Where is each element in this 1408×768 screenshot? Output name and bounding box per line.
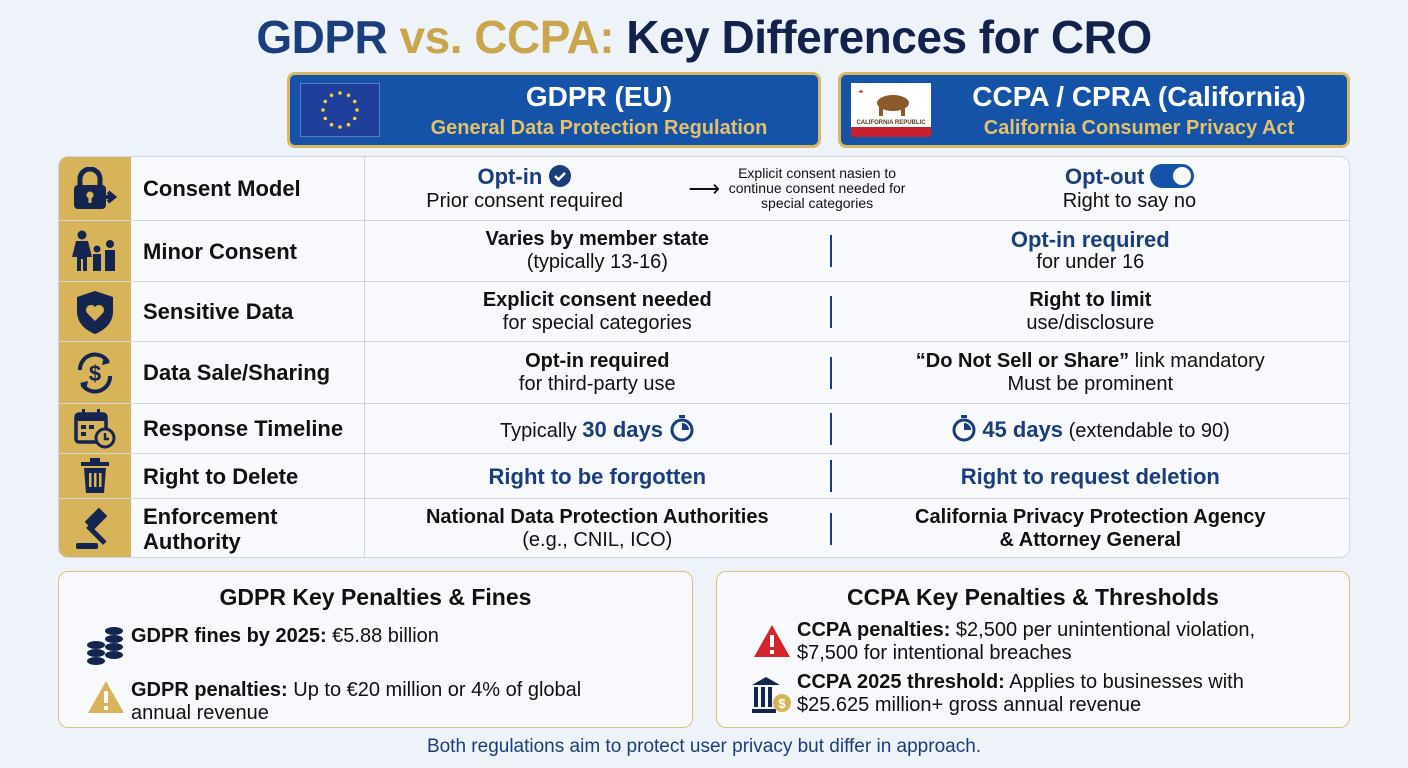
eu-star-icon [352,99,357,104]
eu-star-icon [321,108,325,112]
gdpr-enforcement-cell: National Data Protection Authorities (e.g… [425,506,769,551]
gdpr-timeline-cell: Typically 30 days [365,404,830,453]
table-row-data-sale: $ Data Sale/Sharing Opt-in required for t… [59,341,1349,403]
svg-text:$: $ [89,361,101,386]
column-divider [829,460,832,492]
column-divider [829,235,832,267]
eu-star-icon [323,116,328,121]
svg-text:$: $ [778,696,786,711]
column-divider [829,356,832,389]
gdpr-sensitive-cell: Explicit consent needed for special categ… [482,288,712,334]
table-row-minor-consent: Minor Consent Varies by member state (typ… [59,220,1349,281]
penalty-item: $ CCPA 2025 threshold: Applies to busine… [747,671,1317,717]
page-title: GDPR vs. CCPA: Key Differences for CRO [256,11,1152,63]
eu-flag-icon [300,83,380,137]
gavel-icon [59,499,131,557]
stopwatch-icon [670,415,694,442]
dollar-cycle-icon: $ [59,342,131,403]
ccpa-sale-cell: “Do Not Sell or Share” link mandatory Mus… [915,349,1265,395]
eu-star-icon [352,116,357,121]
table-row-response-timeline: Response Timeline Typically 30 days 45 d… [59,403,1349,453]
gdpr-minor-cell: Varies by member state (typically 13-16) [485,228,710,273]
column-divider [829,412,832,445]
ccpa-sensitive-cell: Right to limit use/disclosure [1026,288,1155,334]
eu-star-icon [355,108,359,112]
consent-note: Explicit consent nasien to continue cons… [728,165,906,211]
footer-note: Both regulations aim to protect user pri… [426,736,982,757]
comparison-table: Consent Model Opt-in Prior consent requi… [58,156,1350,558]
toggle-icon [1149,164,1194,188]
gdpr-header: GDPR (EU) General Data Protection Regulat… [287,72,821,148]
column-divider [829,513,832,545]
ccpa-minor-cell: Opt-in required for under 16 [1010,227,1170,273]
ccpa-timeline-cell: 45 days (extendable to 90) [832,404,1349,453]
coins-icon [81,625,131,665]
gdpr-delete-cell: Right to be forgotten [488,463,707,489]
penalty-item: GDPR fines by 2025: €5.88 billion [81,625,692,665]
eu-star-icon [346,122,351,127]
eu-star-icon [323,99,328,104]
penalty-item: GDPR penalties: Up to €20 million or 4% … [81,679,621,725]
gdpr-consent-cell: Opt-in Prior consent required [426,164,624,212]
table-row-right-to-delete: Right to Delete Right to be forgotten Ri… [59,453,1349,498]
eu-star-icon [329,93,334,98]
gdpr-sale-cell: Opt-in required for third-party use [518,349,676,395]
check-circle-icon [548,165,571,187]
eu-star-icon [329,122,334,127]
family-icon [59,221,131,281]
bank-dollar-icon: $ [747,675,797,715]
ccpa-enforcement-cell: California Privacy Protection Agency & At… [915,506,1266,551]
ccpa-delete-cell: Right to request deletion [960,463,1220,489]
arrow-right-icon: ⟶ [688,175,721,201]
column-divider [829,295,832,328]
table-row-enforcement: Enforcement Authority National Data Prot… [59,498,1349,557]
calendar-clock-icon [59,404,131,453]
table-row-sensitive-data: Sensitive Data Explicit consent needed fo… [59,281,1349,341]
ccpa-penalties-box: CCPA Key Penalties & Thresholds CCPA pen… [716,571,1350,728]
warning-icon [81,679,131,715]
eu-star-icon [338,91,342,95]
table-row-consent-model: Consent Model Opt-in Prior consent requi… [59,157,1349,220]
gdpr-penalties-box: GDPR Key Penalties & Fines GDPR fines by… [58,571,693,728]
ccpa-consent-cell: Opt-out Right to say no [1062,164,1197,212]
stopwatch-icon [952,415,976,442]
alert-red-icon [747,623,797,659]
shield-heart-icon [59,282,131,341]
trash-icon [59,454,131,498]
flag-text: CALIFORNIA REPUBLIC [856,120,926,126]
eu-star-icon [338,125,342,129]
penalty-item: CCPA penalties: $2,500 per unintentional… [747,619,1317,665]
eu-star-icon [346,93,351,98]
ccpa-header: CALIFORNIA REPUBLIC CCPA / CPRA (Califor… [838,72,1350,148]
lock-arrow-icon [59,157,131,220]
california-flag-icon: CALIFORNIA REPUBLIC [851,83,931,137]
